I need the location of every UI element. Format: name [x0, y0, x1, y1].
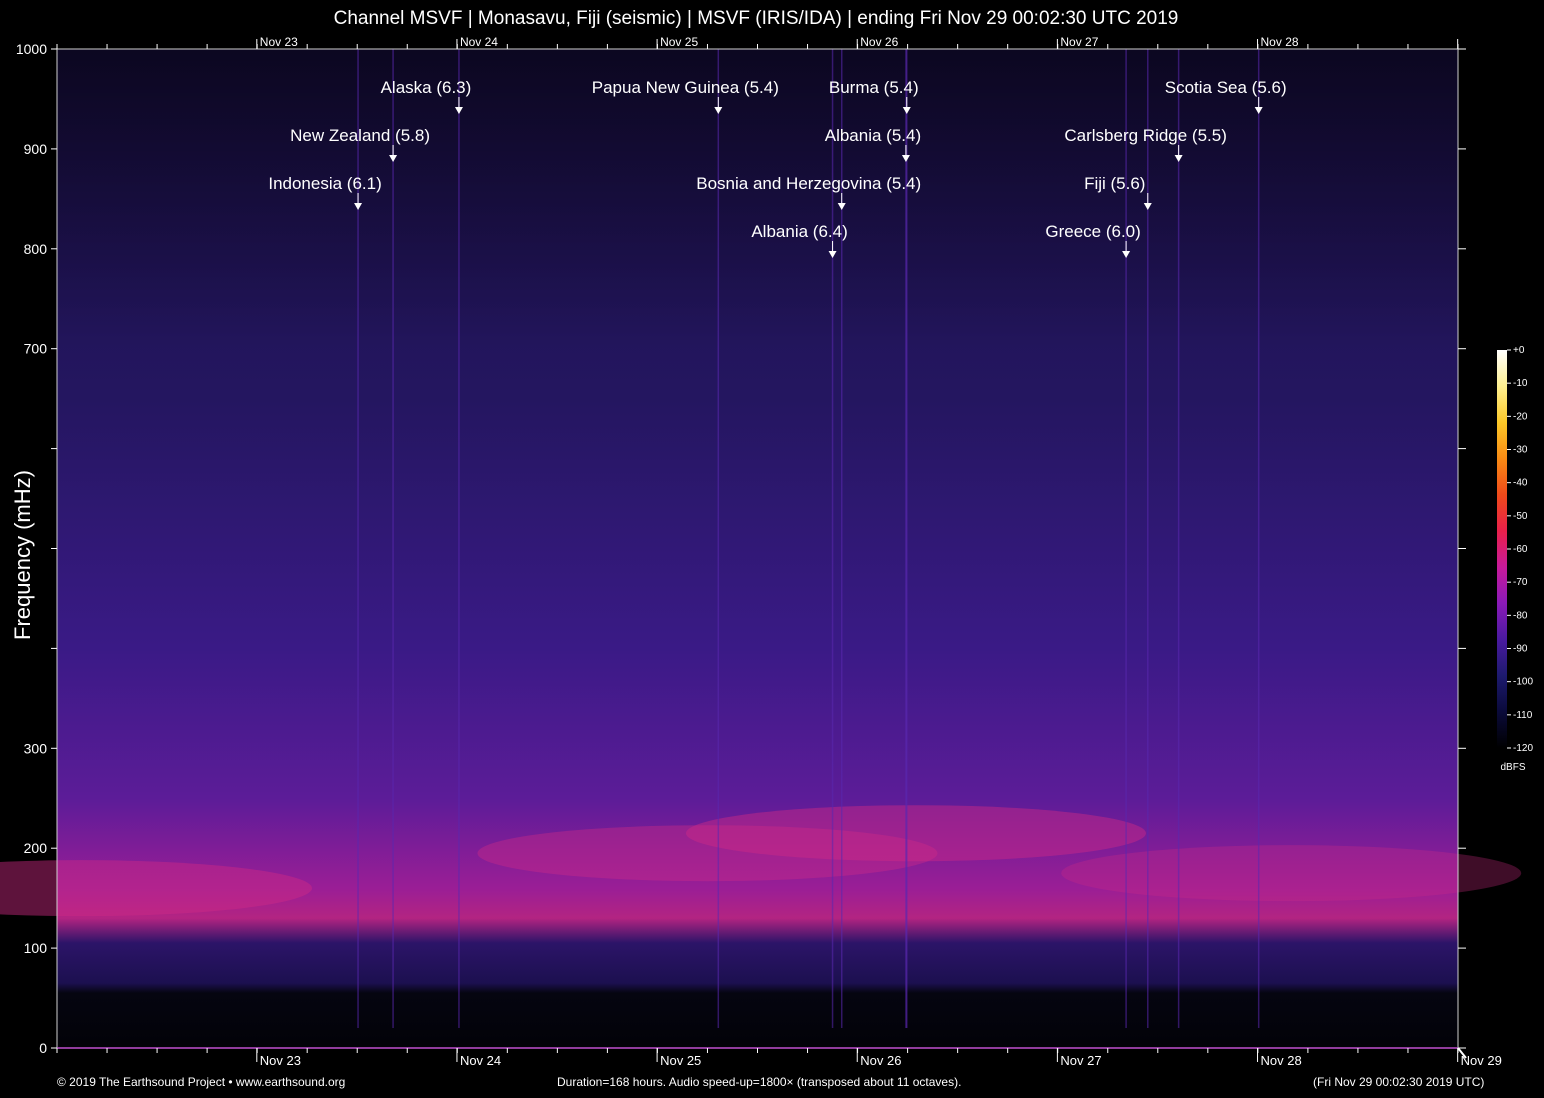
x-tick-label: Nov 29 [1461, 1053, 1502, 1068]
x-tick-label-top: Nov 28 [1261, 35, 1299, 49]
x-tick-label-top: Nov 27 [1060, 35, 1098, 49]
colorbar-tick-label: -80 [1513, 610, 1528, 621]
event-annotation: Alaska (6.3) [381, 78, 472, 114]
colorbar-tick-label: -60 [1513, 544, 1528, 555]
event-label: Albania (5.4) [825, 126, 921, 145]
event-label: Greece (6.0) [1045, 222, 1140, 241]
event-annotation: Albania (6.4) [751, 222, 848, 258]
x-tick-label: Nov 26 [860, 1053, 901, 1068]
event-annotation: Carlsberg Ridge (5.5) [1064, 126, 1227, 162]
x-tick-label: Nov 28 [1261, 1053, 1302, 1068]
event-label: Carlsberg Ridge (5.5) [1064, 126, 1227, 145]
footer-duration: Duration=168 hours. Audio speed-up=1800×… [557, 1075, 962, 1089]
event-annotation: Indonesia (6.1) [268, 174, 382, 210]
event-annotation: Fiji (5.6) [1084, 174, 1152, 210]
colorbar-unit-label: dBFS [1500, 762, 1525, 773]
colorbar-tick-label: -10 [1513, 378, 1528, 389]
x-tick-label-top: Nov 26 [860, 35, 898, 49]
event-arrow-icon [1254, 107, 1263, 114]
y-tick-label: 100 [24, 940, 48, 956]
event-label: Scotia Sea (5.6) [1165, 78, 1287, 97]
event-arrow-icon [354, 203, 363, 210]
y-tick-label: 200 [24, 840, 48, 856]
y-tick-label: 1000 [16, 41, 47, 57]
event-arrow-icon [454, 107, 463, 114]
y-tick-label: 900 [24, 141, 48, 157]
spectrogram-band-highlight [685, 805, 1146, 862]
event-arrow-icon [828, 251, 837, 258]
spectrogram-band-highlight [477, 825, 938, 882]
event-arrow-icon [1174, 155, 1183, 162]
spectrogram-band-highlight [1061, 845, 1522, 902]
event-arrow-icon [714, 107, 723, 114]
event-annotation: Scotia Sea (5.6) [1165, 78, 1287, 114]
x-tick-label: Nov 23 [260, 1053, 301, 1068]
event-arrow-icon [837, 203, 846, 210]
end-marker [1457, 1047, 1467, 1059]
event-arrow-icon [389, 155, 398, 162]
y-axis-label: Frequency (mHz) [10, 470, 35, 640]
event-annotation: Burma (5.4) [829, 78, 919, 114]
event-label: Alaska (6.3) [381, 78, 472, 97]
y-tick-label: 0 [39, 1040, 47, 1056]
colorbar [1497, 350, 1507, 748]
y-tick-label: 300 [24, 740, 48, 756]
colorbar-tick-label: -70 [1513, 577, 1528, 588]
x-tick-label: Nov 27 [1060, 1053, 1101, 1068]
colorbar-tick-label: -120 [1513, 743, 1533, 754]
colorbar-tick-label: -110 [1513, 710, 1533, 721]
event-arrow-icon [1122, 251, 1131, 258]
event-label: Albania (6.4) [751, 222, 847, 241]
event-arrow-icon [901, 155, 910, 162]
colorbar-tick-label: -100 [1513, 677, 1533, 688]
event-label: Fiji (5.6) [1084, 174, 1145, 193]
spectrogram-band-highlight [0, 860, 312, 917]
footer-timestamp: (Fri Nov 29 00:02:30 2019 UTC) [1313, 1075, 1485, 1089]
colorbar-tick-label: -90 [1513, 644, 1528, 655]
event-annotation: Papua New Guinea (5.4) [592, 78, 779, 114]
x-tick-label: Nov 24 [460, 1053, 501, 1068]
x-tick-label-top: Nov 23 [260, 35, 298, 49]
x-tick-label-top: Nov 24 [460, 35, 498, 49]
colorbar-tick-label: -50 [1513, 511, 1528, 522]
x-tick-label-top: Nov 25 [660, 35, 698, 49]
event-label: Bosnia and Herzegovina (5.4) [696, 174, 921, 193]
footer-copyright: © 2019 The Earthsound Project • www.eart… [57, 1075, 346, 1089]
event-annotation: Greece (6.0) [1045, 222, 1141, 258]
y-tick-label: 700 [24, 341, 48, 357]
y-tick-label: 800 [24, 241, 48, 257]
event-label: Indonesia (6.1) [268, 174, 381, 193]
x-tick-label: Nov 25 [660, 1053, 701, 1068]
colorbar-tick-label: -20 [1513, 411, 1528, 422]
event-annotation: Albania (5.4) [825, 126, 921, 162]
colorbar-tick-label: -30 [1513, 445, 1528, 456]
event-label: Papua New Guinea (5.4) [592, 78, 779, 97]
event-label: Burma (5.4) [829, 78, 919, 97]
colorbar-tick-label: +0 [1513, 345, 1525, 356]
colorbar-tick-label: -40 [1513, 478, 1528, 489]
event-arrow-icon [1143, 203, 1152, 210]
event-label: New Zealand (5.8) [290, 126, 430, 145]
chart-title: Channel MSVF | Monasavu, Fiji (seismic) … [333, 8, 1179, 29]
event-annotation: Bosnia and Herzegovina (5.4) [696, 174, 921, 210]
event-annotation: New Zealand (5.8) [290, 126, 430, 162]
spectrogram-top-fade [57, 49, 1458, 349]
event-arrow-icon [902, 107, 911, 114]
